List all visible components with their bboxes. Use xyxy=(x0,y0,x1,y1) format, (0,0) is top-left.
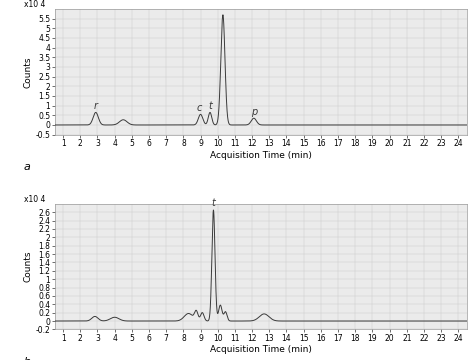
Text: t: t xyxy=(211,198,215,207)
Y-axis label: Counts: Counts xyxy=(24,251,33,282)
Text: c: c xyxy=(196,103,201,113)
Text: a: a xyxy=(24,162,30,172)
Text: x10 4: x10 4 xyxy=(24,0,45,9)
Text: p: p xyxy=(251,107,257,117)
X-axis label: Acquisition Time (min): Acquisition Time (min) xyxy=(210,150,311,159)
Text: r: r xyxy=(94,101,98,111)
X-axis label: Acquisition Time (min): Acquisition Time (min) xyxy=(210,345,311,354)
Text: t: t xyxy=(208,101,212,111)
Text: x10 4: x10 4 xyxy=(24,195,45,204)
Y-axis label: Counts: Counts xyxy=(24,56,33,87)
Text: b: b xyxy=(24,357,31,360)
